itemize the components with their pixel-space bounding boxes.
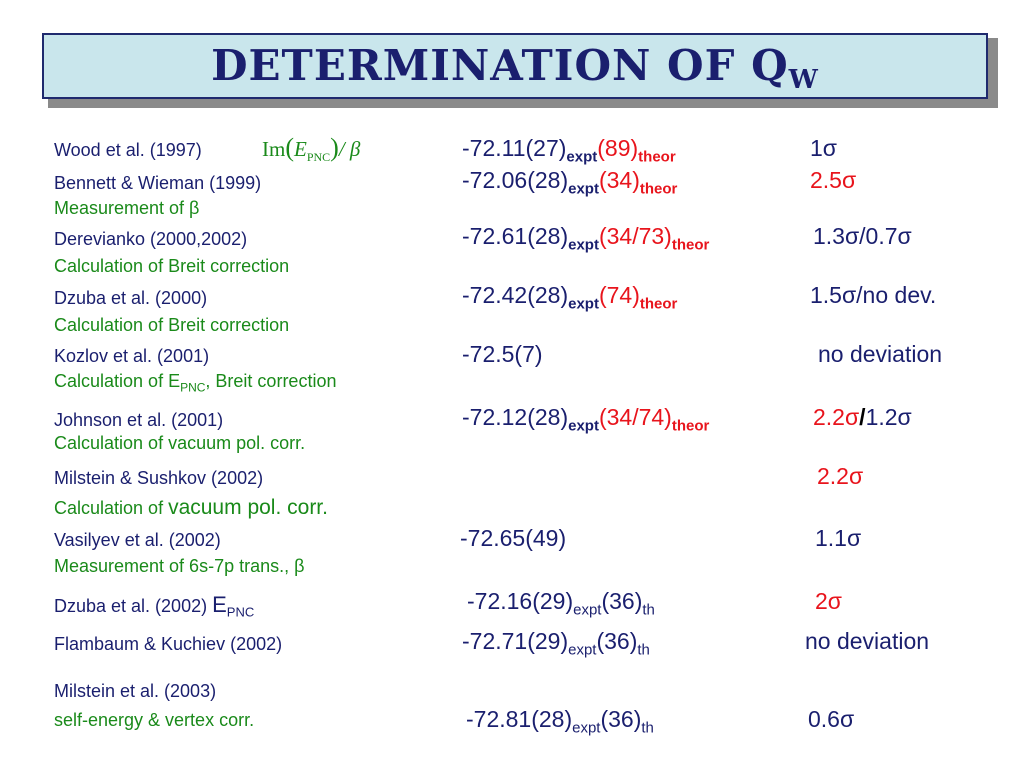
value-theor: (34/74) [598,404,672,430]
formula-e: E [294,137,307,161]
deviation-dzuba-2002: 2σ [815,588,842,614]
value-th: (36) [596,628,638,654]
value-num: -72.16(29) [467,588,574,614]
deviation-sep: / [859,404,866,430]
ref-vasilyev: Vasilyev et al. (2002) [54,530,221,550]
note-post: , Breit correction [205,371,337,391]
note-milstein-2003: self-energy & vertex corr. [54,710,255,730]
value-theor-label: theor [671,236,710,254]
value-th-label: th [642,601,655,619]
value-num: -72.61(28) [462,223,569,249]
note-pre: Calculation of [54,498,169,518]
value-expt: expt [568,641,597,659]
value-expt: expt [568,295,599,313]
value-theor-label: theor [639,295,678,313]
value-expt: expt [572,719,601,737]
value-th: (36) [601,588,643,614]
formula-beta: / β [338,137,361,161]
note-dzuba-2000: Calculation of Breit correction [54,315,290,335]
note-johnson: Calculation of vacuum pol. corr. [54,433,306,453]
ref-sub: PNC [226,604,255,620]
formula-pnc: PNC [306,150,331,165]
ref-pre: Dzuba et al. (2002) [54,596,213,616]
page-title: Determination of QW [211,41,819,95]
value-theor: (34) [598,167,640,193]
value-theor-label: theor [639,180,678,198]
ref-kozlov: Kozlov et al. (2001) [54,346,210,366]
note-big: vacuum pol. corr. [168,496,328,519]
note-bennett: Measurement of β [54,198,200,218]
value-theor-label: theor [638,148,676,166]
value-th-label: th [637,641,650,659]
ref-e: E [212,592,227,617]
value-expt: expt [573,601,602,619]
value-num: -72.81(28) [466,706,573,732]
value-theor: (74) [598,282,640,308]
formula-im: Im [262,137,286,161]
deviation-wood: 1σ [810,135,837,161]
deviation-b: 1.2σ [865,404,912,430]
note-pre: Calculation of E [54,371,181,391]
note-sub: PNC [180,380,206,395]
ref-johnson: Johnson et al. (2001) [54,410,224,430]
title-subscript: W [788,65,819,95]
deviation-flambaum: no deviation [805,628,930,654]
value-th: (36) [600,706,642,732]
value-theor: (89) [597,135,639,161]
value-theor: (34/73) [598,223,672,249]
ref-milstein-2003: Milstein et al. (2003) [54,681,217,701]
deviation-milstein-sushkov: 2.2σ [817,463,864,489]
deviation-a: 2.2σ [813,404,860,430]
deviation-kozlov: no deviation [818,341,943,367]
value-expt: expt [568,417,599,435]
value-num: -72.71(29) [462,628,569,654]
ref-milstein-sushkov: Milstein & Sushkov (2002) [54,468,264,488]
note-milstein-sushkov: Calculation of vacuum pol. corr. [54,496,328,520]
title-box: Determination of QW [42,33,988,99]
value-bennett: -72.06(28)expt(34)theor [462,167,677,198]
ref-derevianko: Derevianko (2000,2002) [54,229,248,249]
deviation-johnson: 2.2σ/1.2σ [813,404,912,431]
ref-wood: Wood et al. (1997) [54,140,202,160]
value-dzuba-2002: -72.16(29)expt(36)th [467,588,655,619]
formula-im-epnc-beta: Im(EPNC)/ β [262,133,360,165]
formula-paren-open: ( [285,133,294,162]
ref-dzuba-2000: Dzuba et al. (2000) [54,288,208,308]
value-wood: -72.11(27)expt(89)theor [462,135,676,166]
value-johnson: -72.12(28)expt(34/74)theor [462,404,709,435]
value-derevianko: -72.61(28)expt(34/73)theor [462,223,709,254]
value-num: -72.42(28) [462,282,569,308]
value-num: -72.11(27) [462,135,567,161]
value-th-label: th [641,719,654,737]
value-milstein-2003: -72.81(28)expt(36)th [466,706,654,737]
title-main: Determination of Q [211,41,789,90]
deviation-dzuba-2000: 1.5σ/no dev. [810,282,937,308]
value-expt: expt [566,148,598,166]
note-kozlov: Calculation of EPNC, Breit correction [54,371,336,395]
value-dzuba-2000: -72.42(28)expt(74)theor [462,282,677,313]
deviation-derevianko: 1.3σ/0.7σ [813,223,912,249]
value-num: -72.12(28) [462,404,569,430]
deviation-bennett: 2.5σ [810,167,857,193]
value-vasilyev: -72.65(49) [460,525,567,551]
ref-bennett: Bennett & Wieman (1999) [54,173,262,193]
note-derevianko: Calculation of Breit correction [54,256,290,276]
ref-flambaum: Flambaum & Kuchiev (2002) [54,634,283,654]
deviation-vasilyev: 1.1σ [815,525,862,551]
deviation-milstein-2003: 0.6σ [808,706,855,732]
value-theor-label: theor [671,417,710,435]
value-kozlov: -72.5(7) [462,341,543,367]
value-flambaum: -72.71(29)expt(36)th [462,628,650,659]
value-expt: expt [568,180,599,198]
value-expt: expt [568,236,599,254]
ref-dzuba-2002: Dzuba et al. (2002) EPNC [54,592,254,620]
note-vasilyev: Measurement of 6s-7p trans., β [54,556,305,576]
value-num: -72.06(28) [462,167,569,193]
formula-paren-close: ) [330,133,339,162]
